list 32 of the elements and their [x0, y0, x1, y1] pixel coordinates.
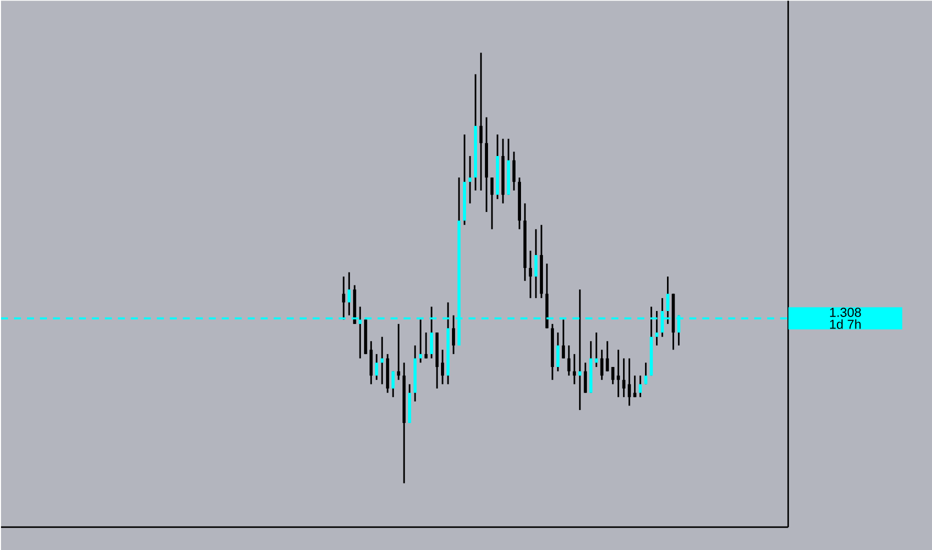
candlestick [633, 374, 636, 398]
candlestick [397, 323, 400, 381]
text: 1d 7h [830, 319, 861, 329]
candlestick [572, 353, 576, 385]
candlestick [375, 353, 378, 381]
candlestick [562, 318, 565, 360]
candlestick [424, 332, 428, 360]
candlestick [622, 357, 626, 398]
candlestick [594, 332, 598, 368]
candlestick [644, 362, 648, 385]
candlestick [528, 250, 532, 299]
candlestick [348, 271, 351, 316]
candlestick [611, 366, 614, 385]
candlestick [584, 362, 587, 394]
candlestick [600, 348, 604, 381]
candlestick [512, 150, 516, 192]
candlestick [392, 370, 395, 398]
candlestick [534, 228, 538, 299]
candlestick [556, 332, 560, 372]
candlestick [567, 344, 570, 376]
candlestick [490, 176, 494, 230]
candlestick [479, 52, 483, 192]
candlestick [452, 314, 456, 355]
candlestick [616, 348, 620, 398]
candlestick [638, 374, 642, 398]
text: 1.308 [830, 308, 861, 317]
candlestick [628, 357, 631, 406]
candlestick [606, 340, 609, 372]
candlestick [380, 336, 384, 385]
candlestick [468, 155, 472, 204]
candlestick [342, 276, 346, 320]
candlestick [440, 348, 444, 385]
